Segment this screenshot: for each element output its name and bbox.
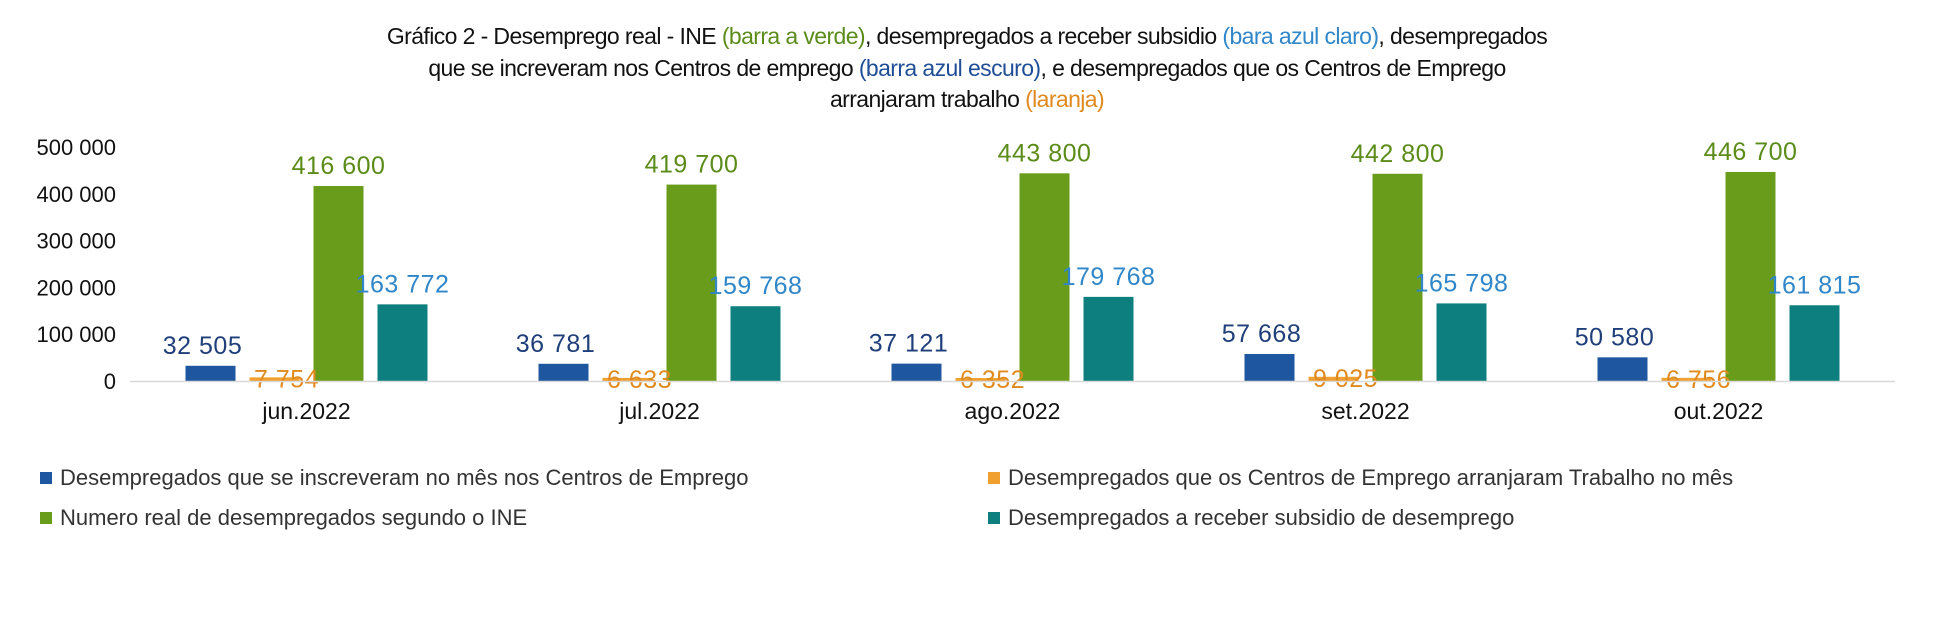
bar: [602, 377, 653, 381]
legend-label: Desempregados que os Centros de Emprego …: [1008, 465, 1733, 490]
legend-swatch: [988, 472, 1000, 484]
legend-item: Desempregados que se inscreveram no mês …: [40, 465, 748, 490]
bar: [1308, 376, 1359, 381]
data-label: 179 768: [1062, 263, 1156, 291]
bar: [666, 184, 717, 381]
bar: [1436, 303, 1487, 381]
chart-title: Gráfico 2 - Desemprego real - INE (barra…: [387, 23, 1548, 112]
bar: [730, 306, 781, 381]
legend-swatch: [988, 512, 1000, 524]
bar: [249, 377, 300, 381]
x-tick-label: set.2022: [1321, 398, 1409, 424]
bar: [1725, 171, 1776, 381]
chart-title-segment: (barra a verde): [722, 23, 865, 49]
legend: Desempregados que se inscreveram no mês …: [40, 465, 1733, 530]
chart-title-segment: , e desempregados que os Centros de Empr…: [1040, 55, 1505, 81]
data-label: 443 800: [998, 139, 1092, 167]
data-label: 161 815: [1768, 271, 1862, 299]
chart-title-segment: arranjaram trabalho: [830, 86, 1025, 112]
legend-item: Desempregados que os Centros de Emprego …: [988, 465, 1733, 490]
bar: [1661, 377, 1712, 381]
data-label: 9 025: [1313, 365, 1378, 393]
chart-title-segment: , desempregados a receber subsidio: [865, 23, 1222, 49]
bar: [955, 378, 1006, 381]
legend-item: Numero real de desempregados segundo o I…: [40, 505, 527, 530]
bar: [313, 186, 364, 381]
data-label: 163 772: [356, 270, 450, 298]
data-labels: 32 505 7 754 416 600 163 772 36 781 6 633 419 …: [163, 138, 1862, 394]
bars: [185, 171, 1840, 381]
x-tick-label: ago.2022: [965, 398, 1061, 424]
data-label: 6 756: [1666, 366, 1731, 394]
chart-title-segment: (barra azul escuro): [859, 55, 1041, 81]
bar: [1789, 305, 1840, 381]
bar: [377, 304, 428, 381]
data-label: 6 352: [960, 366, 1025, 394]
data-label: 159 768: [709, 272, 803, 300]
bar: [1083, 296, 1134, 381]
x-tick-label: jun.2022: [261, 398, 350, 424]
bar: [1019, 173, 1070, 381]
bar: [1372, 173, 1423, 381]
data-label: 37 121: [869, 330, 948, 358]
chart-title-segment: (laranja): [1025, 86, 1104, 112]
data-label: 446 700: [1704, 138, 1798, 166]
legend-swatch: [40, 512, 52, 524]
y-tick-label: 300 000: [36, 229, 116, 254]
data-label: 165 798: [1415, 269, 1509, 297]
chart-title-segment: que se increveram nos Centros de emprego: [428, 55, 859, 81]
legend-label: Numero real de desempregados segundo o I…: [60, 505, 527, 530]
y-axis: 0 100 000 200 000 300 000 400 000 500 000: [36, 135, 116, 394]
x-axis: jun.2022 jul.2022 ago.2022 set.2022 out.2022: [130, 380, 1895, 424]
chart-title-segment: Gráfico 2 - Desemprego real - INE: [387, 23, 722, 49]
data-label: 32 505: [163, 332, 242, 360]
data-label: 36 781: [516, 330, 595, 358]
legend-label: Desempregados que se inscreveram no mês …: [60, 465, 748, 490]
bar: [1597, 357, 1648, 381]
legend-item: Desempregados a receber subsidio de dese…: [988, 505, 1514, 530]
bar: [891, 363, 942, 381]
x-tick-label: out.2022: [1674, 398, 1764, 424]
chart-title-line: que se increveram nos Centros de emprego…: [428, 55, 1505, 81]
data-label: 50 580: [1575, 323, 1654, 351]
y-tick-label: 500 000: [36, 135, 116, 160]
y-tick-label: 0: [104, 369, 116, 394]
bar: [538, 363, 589, 381]
y-tick-label: 200 000: [36, 275, 116, 300]
bar: [1244, 354, 1295, 381]
legend-swatch: [40, 472, 52, 484]
legend-label: Desempregados a receber subsidio de dese…: [1008, 505, 1514, 530]
data-label: 442 800: [1351, 140, 1445, 168]
chart-title-line: arranjaram trabalho (laranja): [830, 86, 1104, 112]
data-label: 6 633: [607, 366, 672, 394]
chart-title-segment: (bara azul claro): [1222, 23, 1378, 49]
y-tick-label: 100 000: [36, 322, 116, 347]
bar: [185, 365, 236, 381]
y-tick-label: 400 000: [36, 182, 116, 207]
data-label: 419 700: [645, 151, 739, 179]
chart-title-segment: , desempregados: [1378, 23, 1547, 49]
x-tick-label: jul.2022: [618, 398, 700, 424]
chart-title-line: Gráfico 2 - Desemprego real - INE (barra…: [387, 23, 1547, 49]
data-label: 57 668: [1222, 320, 1301, 348]
data-label: 416 600: [292, 152, 386, 180]
data-label: 7 754: [254, 365, 319, 393]
